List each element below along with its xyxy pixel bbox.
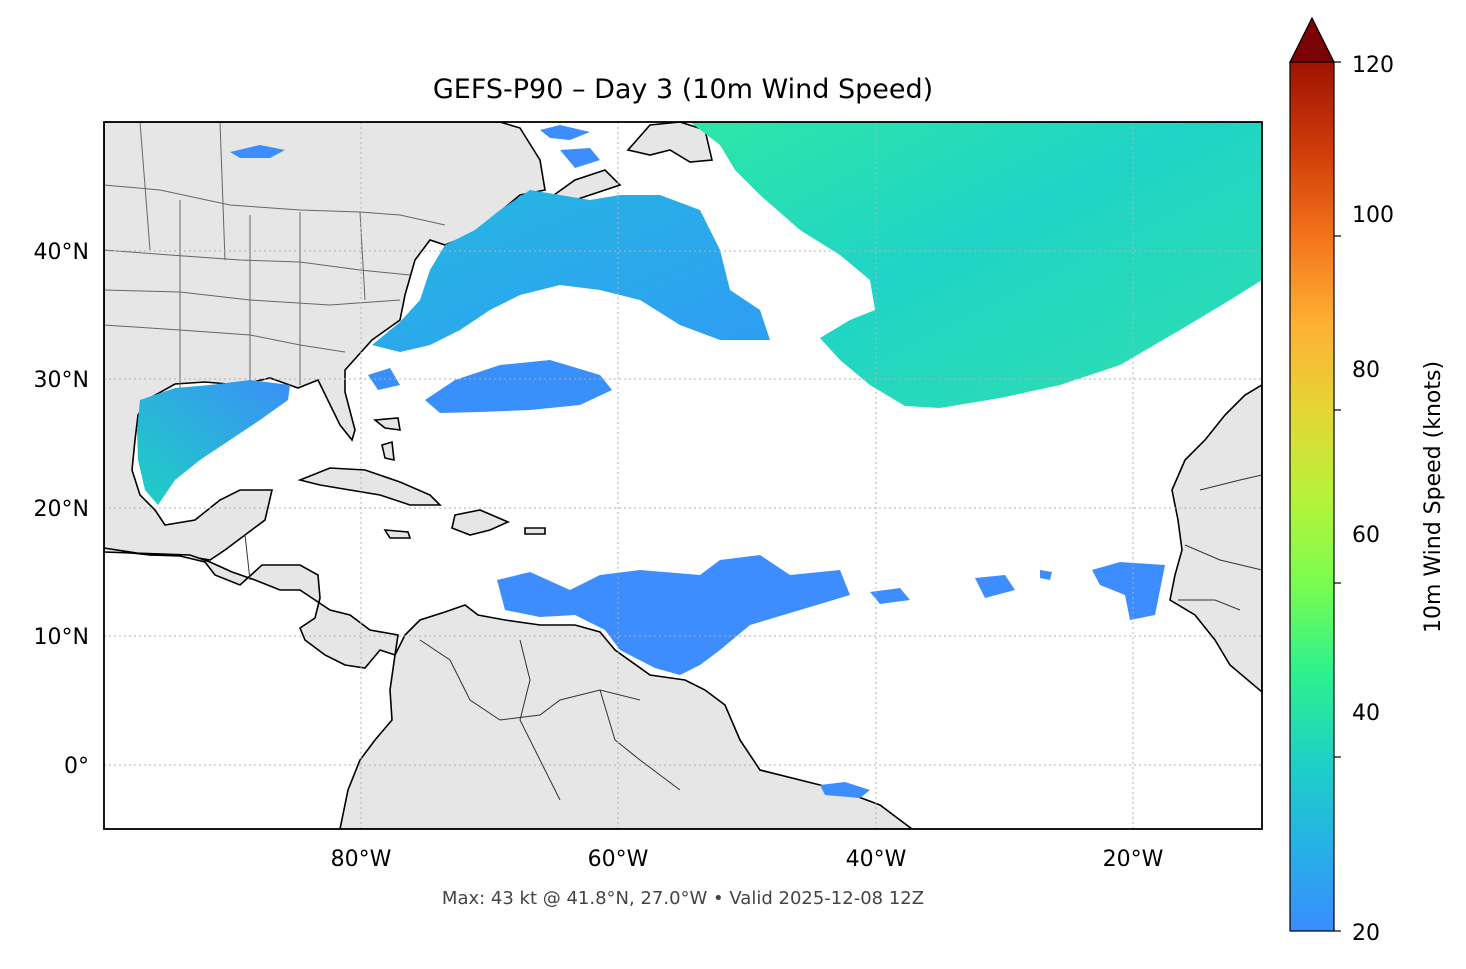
colorbar-tick-label-5: 120 [1352,53,1394,78]
colorbar-tick-label-0: 20 [1352,921,1380,946]
footer-annotation: Max: 43 kt @ 41.8°N, 27.0°W • Valid 2025… [442,888,924,909]
land-africa [1169,384,1262,694]
lat-tick-label-1: 30°N [34,368,89,393]
lon-tick-label-2: 40°W [846,847,907,872]
map-panel [104,122,1262,829]
lat-tick-label-2: 20°N [34,497,89,522]
wind-region-south-atlantic-coast [820,782,870,798]
wind-region-gulf-of-mexico [137,380,290,505]
land-south-america [339,604,914,829]
lon-tick-label-0: 80°W [331,847,392,872]
colorbar-tick-label-2: 60 [1352,523,1380,548]
colorbar-tick-label-4: 100 [1352,203,1394,228]
map-gridlines [104,122,1262,829]
land-bahamas [372,417,401,462]
state-borders [104,122,446,390]
wind-speed-field [137,122,1262,798]
lon-tick-label-3: 20°W [1103,847,1164,872]
lon-tick-label-1: 60°W [588,847,649,872]
colorbar-label: 10m Wind Speed (knots) [1421,361,1446,633]
lat-tick-label-0: 40°N [34,240,89,265]
map-frame [103,121,1263,830]
colorbar-ticks [1334,61,1341,932]
chart-title: GEFS-P90 – Day 3 (10m Wind Speed) [433,74,933,105]
wind-region-us-east-coast [372,190,770,352]
lat-tick-label-4: 0° [64,754,89,779]
wind-region-tropical-atlantic-east [870,562,1165,620]
colorbar-extend-arrow [1289,16,1335,63]
wind-region-tropical-atlantic-west [497,555,850,675]
colorbar-tick-label-1: 40 [1352,701,1380,726]
lat-axis: 40°N 30°N 20°N 10°N 0° [34,240,89,779]
land-puerto-rico [524,527,546,535]
land-hispaniola [451,509,510,536]
land-jamaica [383,529,412,539]
colorbar: 20 40 60 80 100 120 10m Wind Speed (knot… [1289,16,1446,946]
wind-region-north-atlantic-high [690,122,1262,408]
land-newfoundland [626,122,713,163]
lat-tick-label-3: 10°N [34,625,89,650]
wind-region-subtropical-atlantic [425,360,612,413]
country-borders [244,474,1262,801]
wind-region-north-coast [230,125,600,168]
lon-axis: 80°W 60°W 40°W 20°W [331,847,1164,872]
colorbar-tick-label-3: 80 [1352,358,1380,383]
colorbar-gradient [1289,61,1335,932]
land-central-america [104,547,399,669]
land-cuba [297,467,442,506]
